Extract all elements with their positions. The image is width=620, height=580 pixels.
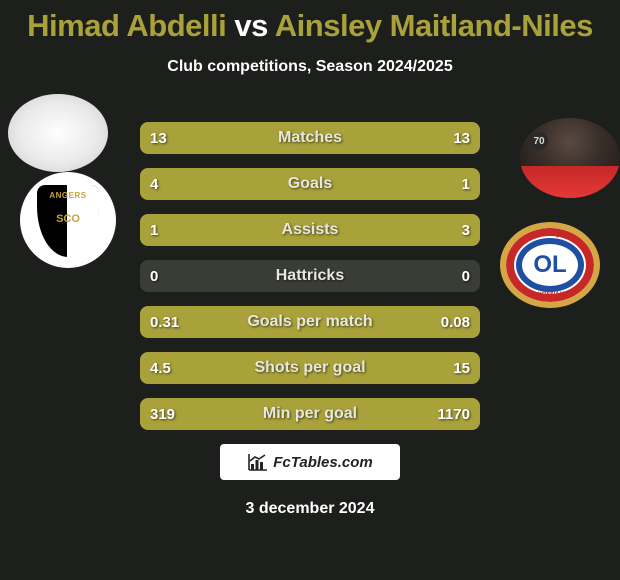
stat-row: 00Hattricks <box>140 260 480 292</box>
stat-row: 41Goals <box>140 168 480 200</box>
club1-text-mid: SCO <box>37 213 99 225</box>
stat-label: Shots per goal <box>140 352 480 384</box>
player2-jersey-number: 70 <box>530 132 548 150</box>
lyon-lion-icon: OL <box>533 251 566 279</box>
player2-name: Ainsley Maitland-Niles <box>275 8 593 43</box>
player1-name: Himad Abdelli <box>27 8 226 43</box>
stat-row: 0.310.08Goals per match <box>140 306 480 338</box>
stat-label: Assists <box>140 214 480 246</box>
stat-label: Goals per match <box>140 306 480 338</box>
vs-text: vs <box>234 8 267 43</box>
subtitle: Club competitions, Season 2024/2025 <box>0 58 620 76</box>
club2-text-top: OLYMPIQUE <box>506 232 594 238</box>
player1-club-logo: ANGERS SCO <box>20 172 116 268</box>
player2-jersey <box>520 166 620 198</box>
club2-text-bot: LYONNAIS <box>506 292 594 298</box>
player2-photo: 70 <box>520 118 620 198</box>
stat-label: Matches <box>140 122 480 154</box>
stat-row: 13Assists <box>140 214 480 246</box>
stats-bars: 1313Matches 41Goals 13Assists 00Hattricks 0.… <box>140 122 480 444</box>
watermark-text: FcTables.com <box>273 454 372 471</box>
stat-row: 4.515Shots per goal <box>140 352 480 384</box>
stat-label: Min per goal <box>140 398 480 430</box>
club1-text-top: ANGERS <box>37 191 99 200</box>
stat-row: 3191170Min per goal <box>140 398 480 430</box>
stat-row: 1313Matches <box>140 122 480 154</box>
stat-label: Hattricks <box>140 260 480 292</box>
player2-club-logo: OLYMPIQUE OL LYONNAIS <box>500 222 600 308</box>
stat-label: Goals <box>140 168 480 200</box>
player1-photo <box>8 94 108 172</box>
watermark-chart-icon <box>247 452 269 472</box>
watermark: FcTables.com <box>220 444 400 480</box>
date-text: 3 december 2024 <box>0 500 620 518</box>
angers-shield-icon: ANGERS SCO <box>37 185 99 257</box>
page-title: Himad Abdelli vs Ainsley Maitland-Niles <box>0 0 620 44</box>
